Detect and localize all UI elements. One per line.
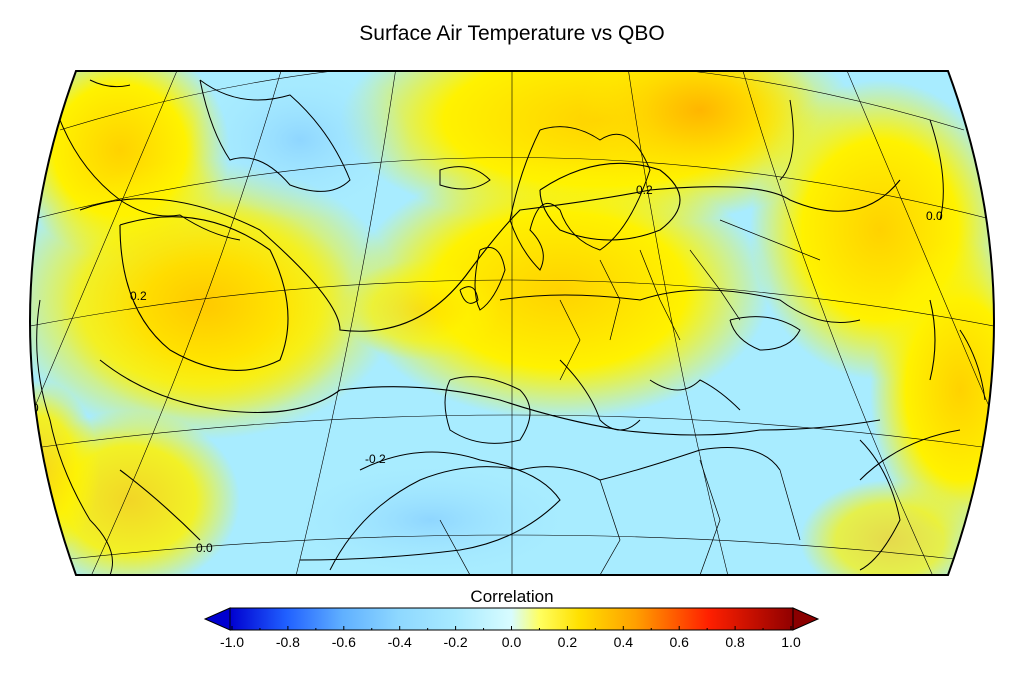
map-field: 0.2 0.2 -0.2 0.0 0.0 0.0 0.0 xyxy=(30,71,1002,575)
map-frame xyxy=(29,70,995,576)
colorbar-under-arrow xyxy=(203,607,231,631)
colorbar-label: Correlation xyxy=(470,587,554,606)
colorbar-tick-label: -0.2 xyxy=(443,634,468,650)
contour-label: 0.2 xyxy=(636,183,653,197)
contour-label: 0.0 xyxy=(985,431,1002,445)
colorbar-tick-label: -1.0 xyxy=(219,634,245,650)
colorbar-tick-label: 0.6 xyxy=(669,634,689,650)
colorbar-tick-label: -0.8 xyxy=(275,634,300,650)
colorbar-tick-label: 0.2 xyxy=(557,634,578,650)
contour-label: 0.2 xyxy=(130,289,147,303)
chart-title: Surface Air Temperature vs QBO xyxy=(359,22,665,45)
colorbar-tick-label: 0.4 xyxy=(613,634,634,650)
colorbar-tick-label: 0.8 xyxy=(725,634,745,650)
colorbar-tick-label: 0.0 xyxy=(501,634,522,650)
contours xyxy=(79,162,961,561)
graticule xyxy=(30,71,994,575)
colorbar xyxy=(203,607,820,631)
contour-label: 0.0 xyxy=(926,209,943,223)
borders xyxy=(439,219,821,575)
colorbar-tick-label: 1.0 xyxy=(781,634,801,650)
colorbar-tick-label: -0.6 xyxy=(331,634,356,650)
colorbar-tick-label: -0.4 xyxy=(387,634,412,650)
contour-label: -0.2 xyxy=(365,452,386,466)
contour-label: 0.0 xyxy=(196,541,213,555)
coastlines xyxy=(36,79,986,575)
colorbar-over-arrow xyxy=(792,607,820,631)
